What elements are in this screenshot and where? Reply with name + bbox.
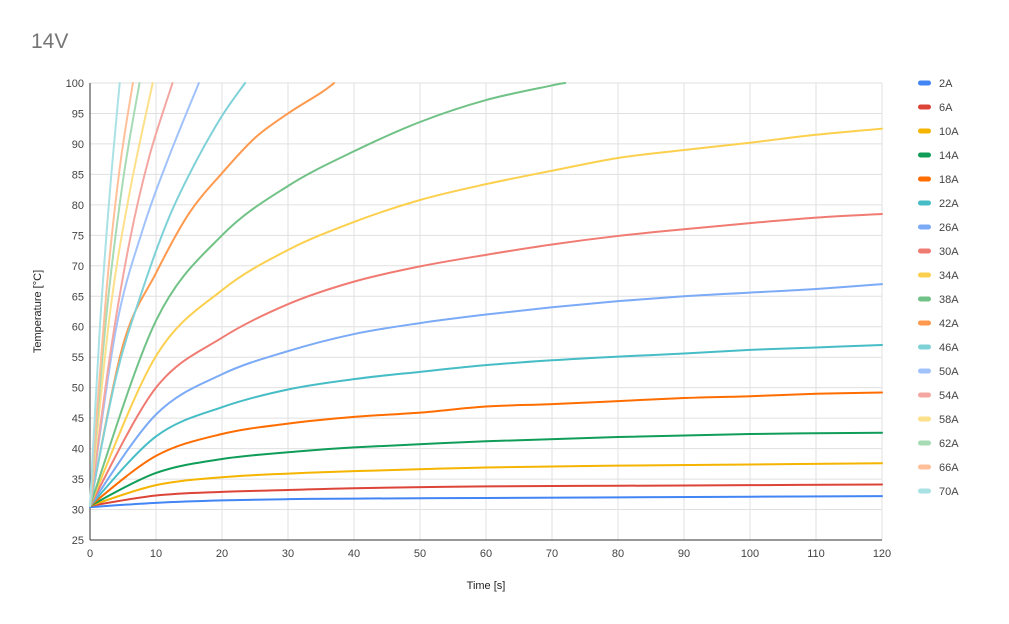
legend-label: 6A <box>939 102 953 114</box>
x-tick-label: 80 <box>612 548 624 560</box>
series-line-14a <box>89 431 883 507</box>
y-tick-label: 65 <box>72 291 84 303</box>
y-tick-label: 90 <box>72 139 84 151</box>
x-tick-label: 100 <box>741 548 759 560</box>
legend-label: 58A <box>939 414 959 426</box>
chart-title: 14V <box>31 30 69 53</box>
legend-label: 70A <box>939 486 959 498</box>
series-line-34a <box>89 127 883 507</box>
y-tick-label: 95 <box>72 108 84 120</box>
legend-swatch <box>918 320 931 326</box>
x-tick-label: 20 <box>216 548 228 560</box>
legend-swatch <box>918 176 931 182</box>
y-tick-label: 70 <box>72 261 84 273</box>
legend: 2A 6A 10A 14A 18A 22A 26A 30A 34A 38A 42A 46A 50A 54A… <box>918 78 959 498</box>
legend-label: 18A <box>939 174 959 186</box>
legend-swatch <box>918 344 931 350</box>
series-line-38a <box>89 82 567 507</box>
y-tick-label: 80 <box>72 200 84 212</box>
y-tick-label: 100 <box>66 78 84 90</box>
legend-label: 26A <box>939 222 959 234</box>
legend-label: 42A <box>939 318 959 330</box>
x-tick-label: 50 <box>414 548 426 560</box>
series-line-70a <box>89 82 121 507</box>
legend-label: 10A <box>939 126 959 138</box>
series-line-58a <box>89 82 154 507</box>
series-line-30a <box>89 213 883 507</box>
legend-swatch <box>918 80 931 86</box>
legend-swatch <box>918 464 931 470</box>
y-tick-label: 35 <box>72 474 84 486</box>
legend-label: 38A <box>939 294 959 306</box>
series-line-54a <box>89 82 174 507</box>
legend-label: 62A <box>939 438 959 450</box>
y-tick-label: 30 <box>72 505 84 517</box>
legend-swatch <box>918 392 931 398</box>
series-line-6a <box>89 483 883 507</box>
x-tick-label: 40 <box>348 548 360 560</box>
legend-swatch <box>918 128 931 134</box>
y-tick-label: 45 <box>72 413 84 425</box>
legend-label: 54A <box>939 390 959 402</box>
legend-label: 66A <box>939 462 959 474</box>
y-tick-label: 50 <box>72 383 84 395</box>
series-lines <box>89 82 883 509</box>
x-tick-label: 90 <box>678 548 690 560</box>
gridlines <box>89 82 883 541</box>
legend-swatch <box>918 152 931 158</box>
legend-swatch <box>918 248 931 254</box>
legend-label: 50A <box>939 366 959 378</box>
legend-label: 34A <box>939 270 959 282</box>
legend-swatch <box>918 416 931 422</box>
x-axis-title: Time [s] <box>467 580 506 592</box>
legend-swatch <box>918 200 931 206</box>
series-line-2a <box>89 495 883 509</box>
legend-label: 2A <box>939 78 953 90</box>
legend-swatch <box>918 368 931 374</box>
legend-label: 30A <box>939 246 959 258</box>
y-tick-label: 25 <box>72 535 84 547</box>
x-tick-label: 60 <box>480 548 492 560</box>
x-tick-label: 70 <box>546 548 558 560</box>
legend-swatch <box>918 296 931 302</box>
y-axis-title: Temperature [°C] <box>32 270 44 353</box>
legend-label: 22A <box>939 198 959 210</box>
y-tick-label: 75 <box>72 230 84 242</box>
x-tick-label: 120 <box>873 548 891 560</box>
axes: 25 30 35 40 45 50 55 60 65 70 75 80 85 90 95 100 0 10 20 30… <box>66 78 892 560</box>
legend-label: 46A <box>939 342 959 354</box>
x-tick-label: 10 <box>150 548 162 560</box>
x-tick-label: 30 <box>282 548 294 560</box>
legend-label: 14A <box>939 150 959 162</box>
y-tick-label: 40 <box>72 444 84 456</box>
x-tick-label: 110 <box>807 548 825 560</box>
series-line-10a <box>89 462 883 507</box>
y-tick-label: 85 <box>72 169 84 181</box>
legend-swatch <box>918 104 931 110</box>
series-line-66a <box>89 82 134 507</box>
legend-swatch <box>918 272 931 278</box>
x-tick-label: 0 <box>87 548 93 560</box>
legend-swatch <box>918 488 931 494</box>
y-tick-label: 55 <box>72 352 84 364</box>
legend-swatch <box>918 440 931 446</box>
series-line-42a <box>89 82 336 507</box>
series-line-46a <box>89 82 247 507</box>
series-line-18a <box>89 391 883 507</box>
legend-swatch <box>918 224 931 230</box>
series-line-26a <box>89 283 883 507</box>
series-line-22a <box>89 344 883 507</box>
y-tick-label: 60 <box>72 322 84 334</box>
